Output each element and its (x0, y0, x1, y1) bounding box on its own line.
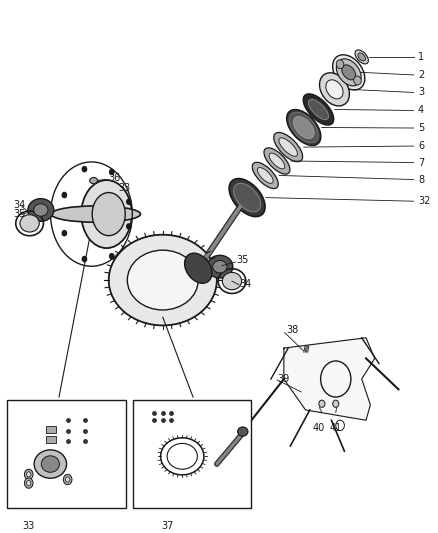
Circle shape (82, 256, 87, 262)
Text: 2: 2 (418, 70, 424, 80)
Ellipse shape (358, 53, 365, 61)
Bar (133, 400, 251, 508)
Bar (7, 400, 126, 508)
Circle shape (62, 231, 67, 236)
Ellipse shape (293, 117, 314, 139)
Circle shape (82, 166, 87, 172)
Ellipse shape (303, 94, 334, 125)
Ellipse shape (353, 76, 361, 85)
Ellipse shape (207, 255, 233, 278)
Text: 35: 35 (14, 209, 26, 219)
Circle shape (27, 472, 31, 477)
Ellipse shape (81, 180, 132, 248)
Ellipse shape (41, 456, 60, 472)
Circle shape (27, 481, 31, 486)
Circle shape (66, 477, 70, 482)
Text: 1: 1 (418, 52, 424, 62)
Text: 39: 39 (277, 374, 290, 384)
Ellipse shape (269, 153, 285, 169)
Text: 6: 6 (418, 141, 424, 151)
Ellipse shape (342, 65, 356, 80)
Text: 34: 34 (240, 279, 252, 289)
Ellipse shape (319, 73, 350, 106)
Text: 3: 3 (418, 87, 424, 98)
Ellipse shape (355, 50, 368, 64)
Circle shape (319, 400, 325, 407)
Bar (46, 426, 56, 433)
Text: 33: 33 (23, 521, 35, 531)
Circle shape (110, 169, 114, 175)
Text: 40: 40 (312, 423, 325, 433)
Ellipse shape (308, 99, 328, 119)
Circle shape (25, 469, 33, 480)
Text: 35: 35 (236, 255, 249, 265)
Ellipse shape (237, 427, 248, 436)
Text: 7: 7 (418, 158, 424, 167)
Circle shape (110, 254, 114, 259)
Text: 41: 41 (330, 423, 342, 433)
Ellipse shape (20, 215, 39, 232)
Polygon shape (284, 338, 374, 420)
Text: 38: 38 (286, 325, 298, 335)
Ellipse shape (229, 179, 265, 216)
Ellipse shape (109, 235, 217, 326)
Ellipse shape (184, 253, 212, 283)
Ellipse shape (92, 192, 125, 236)
Ellipse shape (223, 272, 242, 290)
Text: 32: 32 (418, 196, 430, 206)
Ellipse shape (264, 148, 290, 174)
Ellipse shape (332, 55, 365, 90)
Ellipse shape (28, 199, 54, 221)
Ellipse shape (127, 250, 198, 310)
Text: 33: 33 (119, 183, 131, 193)
Ellipse shape (233, 183, 261, 212)
Text: 34: 34 (14, 200, 26, 210)
Text: 37: 37 (161, 521, 173, 531)
Ellipse shape (90, 177, 98, 184)
Ellipse shape (252, 162, 278, 189)
Ellipse shape (34, 204, 48, 216)
Circle shape (127, 224, 131, 229)
Text: 8: 8 (418, 174, 424, 184)
Circle shape (62, 192, 67, 198)
Text: 4: 4 (418, 106, 424, 116)
Ellipse shape (289, 112, 318, 143)
Ellipse shape (336, 60, 344, 69)
Text: 36: 36 (108, 173, 120, 183)
Ellipse shape (274, 132, 303, 161)
Ellipse shape (286, 109, 321, 146)
Ellipse shape (326, 80, 343, 99)
Ellipse shape (51, 206, 141, 222)
Bar (46, 436, 56, 443)
Circle shape (127, 199, 131, 204)
Ellipse shape (279, 138, 297, 156)
Circle shape (333, 400, 339, 407)
Circle shape (64, 474, 72, 484)
Ellipse shape (34, 450, 67, 478)
Text: 5: 5 (418, 123, 424, 133)
Circle shape (25, 478, 33, 488)
Ellipse shape (258, 167, 273, 183)
Ellipse shape (336, 59, 361, 86)
Ellipse shape (213, 261, 227, 273)
